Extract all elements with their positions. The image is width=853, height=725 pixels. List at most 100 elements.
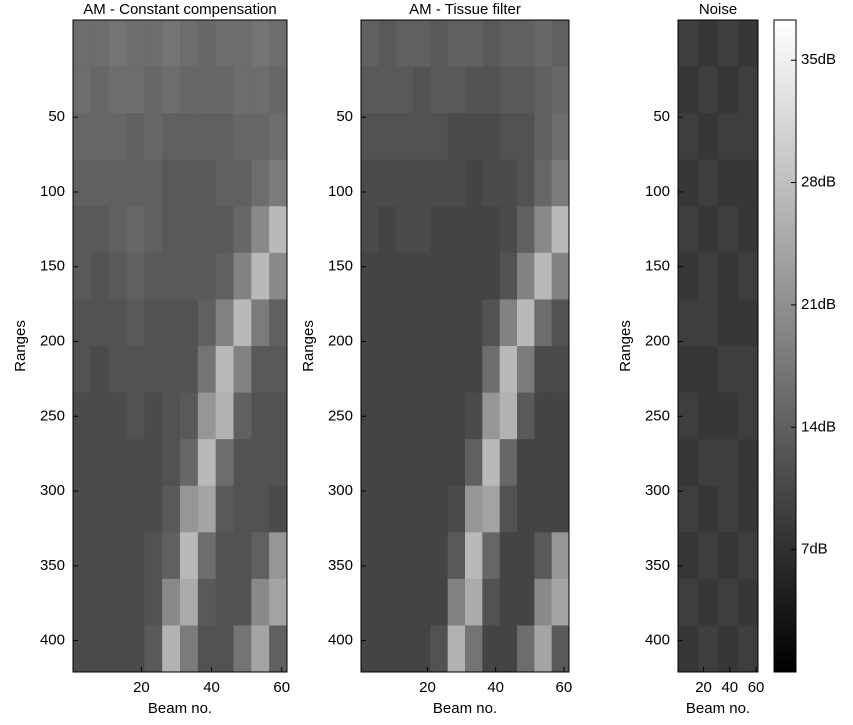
heatmap-cell bbox=[361, 159, 379, 207]
x-tick-label: 60 bbox=[273, 679, 290, 696]
y-tick-label: 200 bbox=[645, 332, 670, 349]
heatmap-cell bbox=[395, 532, 414, 580]
y-tick-label: 50 bbox=[48, 108, 65, 125]
heatmap-cell bbox=[251, 113, 270, 161]
heatmap-cell bbox=[108, 159, 127, 207]
heatmap-cell bbox=[144, 159, 163, 207]
heatmap-cell bbox=[465, 625, 483, 673]
x-tick-label: 40 bbox=[721, 679, 738, 696]
heatmap-cell bbox=[465, 159, 483, 207]
heatmap-cell bbox=[251, 392, 270, 440]
heatmap-cell bbox=[551, 485, 570, 533]
heatmap-cell bbox=[144, 625, 163, 673]
heatmap-cell bbox=[430, 20, 449, 68]
heatmap-cell bbox=[499, 485, 518, 533]
heatmap-cell bbox=[551, 346, 570, 394]
heatmap-cell bbox=[534, 20, 553, 68]
heatmap-cell bbox=[108, 20, 127, 68]
heatmap-cell bbox=[551, 439, 570, 487]
heatmap-cell bbox=[215, 66, 234, 114]
heatmap-cell bbox=[698, 66, 719, 114]
heatmap-cell bbox=[551, 159, 570, 207]
heatmap-cell bbox=[465, 66, 483, 114]
heatmap-cell bbox=[430, 252, 449, 300]
heatmap-cell bbox=[90, 113, 110, 161]
y-tick-label: 350 bbox=[645, 557, 670, 574]
heatmap-cell bbox=[517, 625, 535, 673]
heatmap-cell bbox=[534, 625, 553, 673]
x-axis-label: Beam no. bbox=[433, 700, 497, 717]
heatmap-cell bbox=[126, 113, 145, 161]
heatmap-cell bbox=[738, 252, 759, 300]
heatmap-cell bbox=[551, 66, 570, 114]
heatmap-cell bbox=[718, 113, 739, 161]
heatmap-cell bbox=[378, 578, 397, 626]
heatmap-cell bbox=[90, 252, 110, 300]
heatmap-cell bbox=[395, 113, 414, 161]
heatmap-cell bbox=[430, 299, 449, 347]
heatmap-cell bbox=[73, 299, 92, 347]
heatmap-cell bbox=[215, 439, 234, 487]
heatmap-cell bbox=[678, 578, 699, 626]
heatmap-cell bbox=[465, 346, 483, 394]
heatmap-cell bbox=[162, 485, 181, 533]
heatmap-cell bbox=[517, 252, 535, 300]
heatmap-cell bbox=[499, 66, 518, 114]
heatmap-cell bbox=[678, 113, 699, 161]
heatmap-cell bbox=[430, 439, 449, 487]
heatmap-cell bbox=[90, 346, 110, 394]
heatmap-cell bbox=[180, 66, 199, 114]
heatmap-cell bbox=[738, 532, 759, 580]
heatmap-cell bbox=[517, 578, 535, 626]
heatmap-cell bbox=[126, 252, 145, 300]
heatmap-cell bbox=[233, 252, 252, 300]
heatmap-cell bbox=[482, 392, 501, 440]
heatmap-cell bbox=[144, 346, 163, 394]
heatmap-cell bbox=[251, 439, 270, 487]
heatmap-cell bbox=[678, 206, 699, 254]
heatmap-cell bbox=[698, 625, 719, 673]
heatmap-cell bbox=[126, 20, 145, 68]
heatmap-cell bbox=[718, 299, 739, 347]
heatmap-cell bbox=[378, 392, 397, 440]
y-tick-label: 350 bbox=[328, 557, 353, 574]
heatmap-cell bbox=[678, 299, 699, 347]
heatmap-cell bbox=[108, 439, 127, 487]
x-axis-label: Beam no. bbox=[686, 700, 750, 717]
heatmap-cell bbox=[517, 532, 535, 580]
heatmap-cell bbox=[718, 392, 739, 440]
heatmap-cell bbox=[73, 578, 92, 626]
heatmap-cell bbox=[197, 625, 217, 673]
heatmap-cell bbox=[126, 532, 145, 580]
heatmap-cell bbox=[395, 485, 414, 533]
y-tick-label: 150 bbox=[40, 258, 65, 275]
heatmap-cell bbox=[678, 252, 699, 300]
heatmap-cell bbox=[482, 346, 501, 394]
heatmap-cell bbox=[430, 346, 449, 394]
heatmap-cell bbox=[534, 299, 553, 347]
heatmap-cell bbox=[361, 20, 379, 68]
heatmap-cell bbox=[361, 299, 379, 347]
heatmap-cell bbox=[90, 392, 110, 440]
heatmap-cell bbox=[144, 20, 163, 68]
heatmap-cell bbox=[698, 532, 719, 580]
heatmap-cell bbox=[162, 20, 181, 68]
heatmap-cell bbox=[73, 159, 92, 207]
heatmap-cell bbox=[378, 299, 397, 347]
heatmap-cell bbox=[108, 206, 127, 254]
heatmap-cell bbox=[215, 20, 234, 68]
heatmap-cell bbox=[90, 159, 110, 207]
y-axis-label: Ranges bbox=[300, 320, 317, 372]
heatmap-cell bbox=[395, 392, 414, 440]
heatmap-cell bbox=[698, 392, 719, 440]
heatmap-cell bbox=[378, 532, 397, 580]
heatmap-cell bbox=[126, 66, 145, 114]
heatmap-cell bbox=[378, 206, 397, 254]
heatmap-cell bbox=[413, 532, 431, 580]
heatmap-cell bbox=[534, 206, 553, 254]
heatmap-cell bbox=[698, 299, 719, 347]
heatmap-cell bbox=[551, 299, 570, 347]
heatmap-cell bbox=[233, 299, 252, 347]
heatmap-cell bbox=[269, 159, 288, 207]
